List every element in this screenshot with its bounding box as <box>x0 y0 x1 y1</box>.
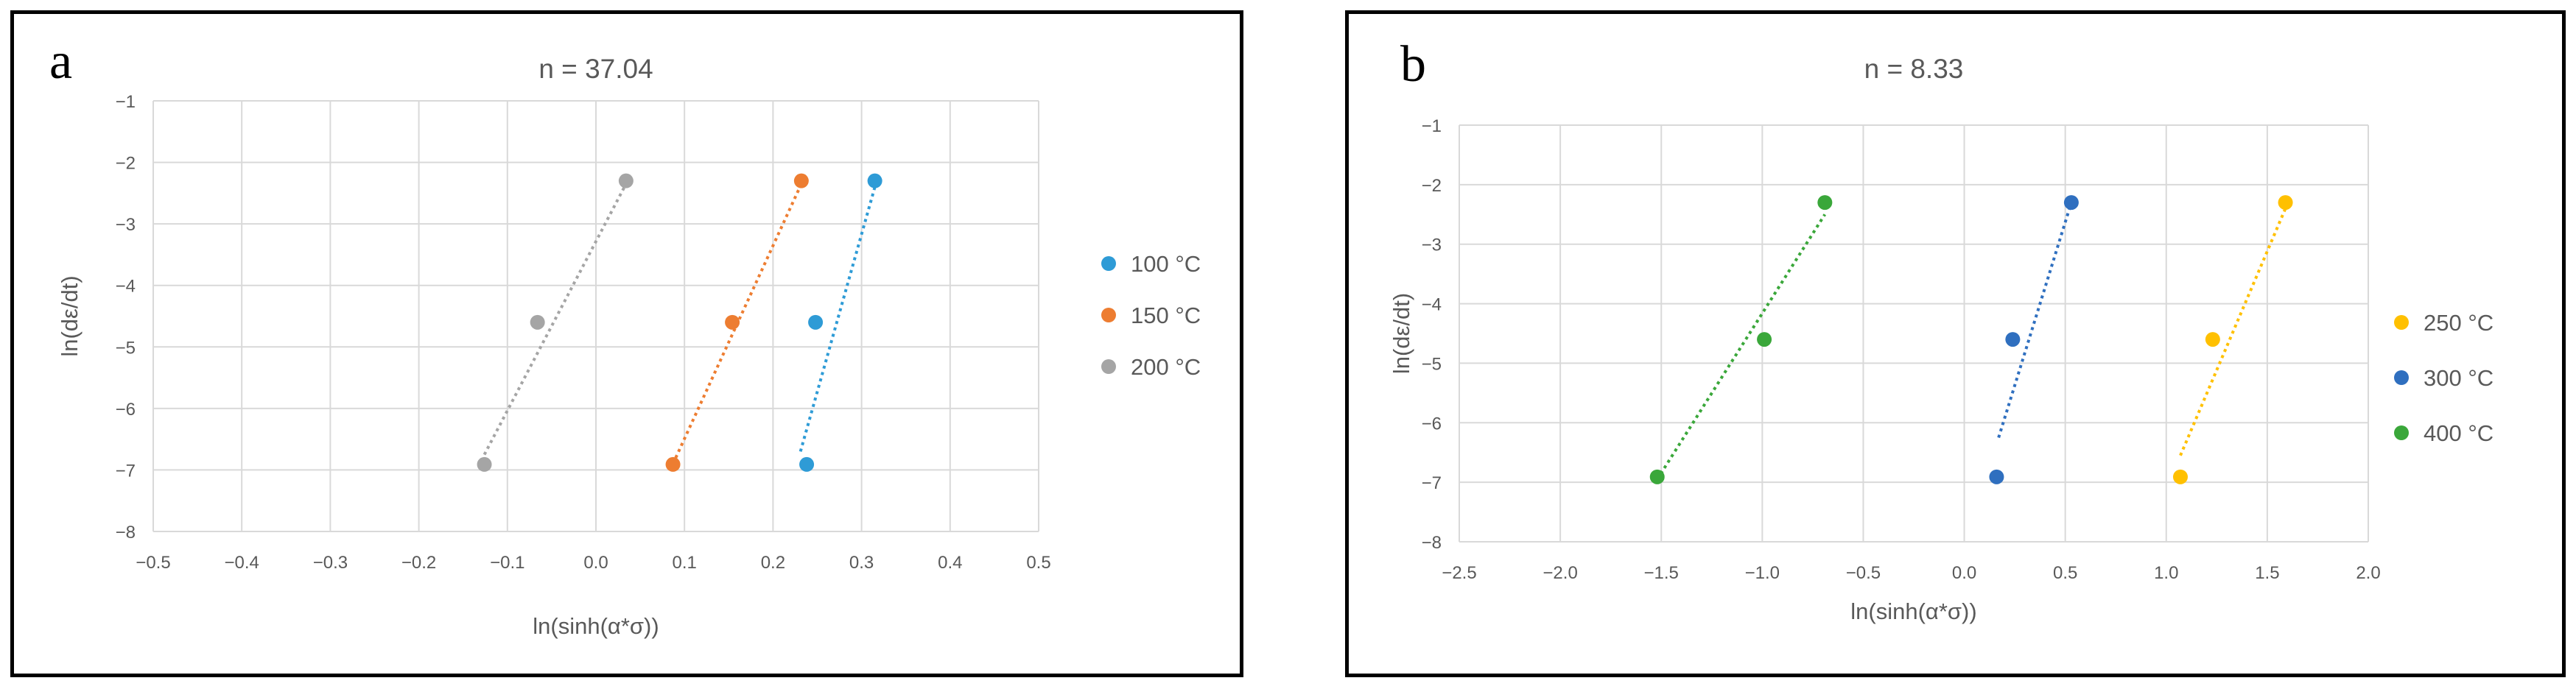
x-tick-label: −0.5 <box>136 553 170 573</box>
x-tick-label: 0.5 <box>1026 553 1050 573</box>
data-point <box>725 314 740 330</box>
x-tick-label: 1.5 <box>2255 563 2279 583</box>
x-tick-label: 0.0 <box>1952 563 1976 583</box>
data-point <box>1989 469 2004 484</box>
chart-panel-a: a −0.5 −0.4 −0.3 −0.2 −0.1 0.0 0.1 0.2 0.3 0.4 0.5… <box>10 10 1243 677</box>
data-point <box>1649 469 1665 484</box>
y-tick-label: −8 <box>116 523 136 543</box>
y-axis-label: ln(dε/dt) <box>57 275 83 356</box>
x-tick-label: −1.0 <box>1745 563 1780 583</box>
legend-marker <box>2394 315 2409 330</box>
y-tick-label: −2 <box>1422 176 1442 196</box>
y-tick-label: −3 <box>1422 236 1442 255</box>
data-point <box>808 314 824 330</box>
panel-label: a <box>49 33 73 90</box>
legend-marker <box>1101 308 1116 322</box>
y-tick-label: −6 <box>1422 414 1442 434</box>
chart-title: n = 37.04 <box>538 54 653 84</box>
data-point <box>2005 332 2021 347</box>
data-point <box>1817 195 1833 211</box>
data-point <box>618 173 634 188</box>
x-tick-label: 0.1 <box>673 553 697 573</box>
legend-label: 200 °C <box>1131 354 1201 380</box>
y-tick-label: −6 <box>116 400 136 420</box>
data-point <box>799 456 815 472</box>
panel-label: b <box>1400 36 1426 93</box>
y-tick-label: −4 <box>1422 295 1442 315</box>
y-axis-label: ln(dε/dt) <box>1389 293 1414 374</box>
x-axis-label: ln(sinh(α*σ)) <box>1850 598 1976 624</box>
data-point <box>530 314 545 330</box>
data-point <box>1757 332 1772 347</box>
chart-title: n = 8.33 <box>1864 54 1964 84</box>
x-tick-label: −0.4 <box>225 553 259 573</box>
chart-panel-b: b −2.5 −2.0 −1.5 −1.0 −0.5 0.0 0.5 1.0 1.5 2.0 −8−… <box>1345 10 2566 677</box>
x-tick-label: −2.0 <box>1543 563 1577 583</box>
legend-label: 400 °C <box>2424 420 2493 446</box>
data-point <box>867 173 882 188</box>
legend-label: 300 °C <box>2424 365 2493 391</box>
data-point <box>2172 469 2188 484</box>
trendline <box>1997 202 2073 439</box>
y-tick-label: −4 <box>116 277 136 297</box>
y-tick-label: −3 <box>116 215 136 235</box>
trendline <box>1656 213 1827 481</box>
y-tick-label: −5 <box>116 338 136 358</box>
x-tick-label: 0.0 <box>583 553 608 573</box>
x-tick-label: −1.5 <box>1644 563 1679 583</box>
x-tick-label: 0.5 <box>2053 563 2077 583</box>
x-tick-label: −0.1 <box>490 553 524 573</box>
x-tick-label: −0.3 <box>313 553 348 573</box>
x-axis-label: ln(sinh(α*σ)) <box>533 613 659 639</box>
x-tick-label: 0.2 <box>761 553 785 573</box>
data-point <box>2278 195 2293 211</box>
x-tick-label: 2.0 <box>2356 563 2380 583</box>
legend-label: 150 °C <box>1131 303 1201 328</box>
chart-a-svg: −0.5 −0.4 −0.3 −0.2 −0.1 0.0 0.1 0.2 0.3 0.4 0.5 −8… <box>57 54 1201 639</box>
legend-marker <box>2394 370 2409 385</box>
y-tick-label: −1 <box>116 92 136 112</box>
data-point <box>477 456 492 472</box>
y-tick-label: −1 <box>1422 116 1442 136</box>
legend-marker <box>2394 425 2409 440</box>
x-tick-label: 0.3 <box>849 553 874 573</box>
x-tick-label: −0.2 <box>401 553 436 573</box>
x-tick-label: 0.4 <box>938 553 962 573</box>
trendline <box>482 183 628 456</box>
y-tick-label: −2 <box>116 154 136 174</box>
x-tick-label: −2.5 <box>1442 563 1476 583</box>
y-tick-label: −5 <box>1422 354 1442 374</box>
legend-label: 100 °C <box>1131 251 1201 277</box>
trendline <box>2179 208 2287 456</box>
data-point <box>2205 332 2220 347</box>
y-tick-label: −8 <box>1422 533 1442 553</box>
chart-b-svg: −2.5 −2.0 −1.5 −1.0 −0.5 0.0 0.5 1.0 1.5 2.0 −8 −7 −… <box>1389 54 2493 624</box>
data-point <box>793 173 809 188</box>
x-tick-label: 1.0 <box>2154 563 2178 583</box>
y-tick-label: −7 <box>1422 473 1442 493</box>
legend-label: 250 °C <box>2424 310 2493 336</box>
legend-marker <box>1101 256 1116 271</box>
legend-marker <box>1101 359 1116 374</box>
data-point <box>2063 195 2079 211</box>
data-point <box>665 456 681 472</box>
x-tick-label: −0.5 <box>1846 563 1881 583</box>
y-tick-label: −7 <box>116 461 136 481</box>
